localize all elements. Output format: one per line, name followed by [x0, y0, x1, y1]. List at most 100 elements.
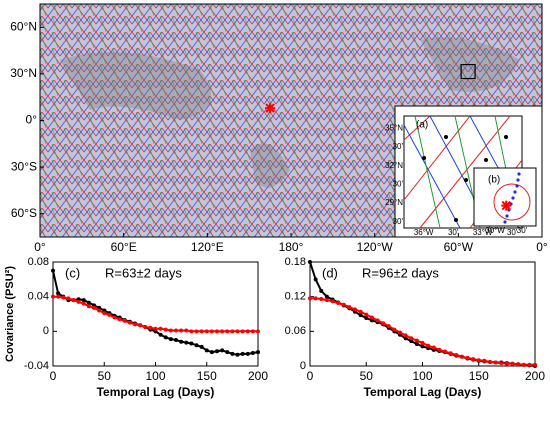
series-point — [194, 329, 199, 334]
x-tick-label: 50 — [360, 369, 374, 383]
x-tick-label: 50 — [98, 369, 112, 383]
series-point — [398, 330, 402, 335]
inset-b-label: (b) — [488, 175, 500, 186]
x-tick-label: 60°E — [111, 240, 137, 254]
series-point — [324, 298, 329, 303]
series-point — [66, 296, 71, 301]
series-point — [353, 307, 357, 312]
series-point — [86, 300, 91, 305]
series-point — [230, 329, 235, 334]
series-point — [225, 329, 230, 334]
series-point — [107, 312, 112, 317]
y-tick-label: 0° — [26, 113, 38, 127]
x-tick-label: 0° — [536, 240, 548, 254]
series-point — [51, 268, 55, 273]
series-point — [204, 329, 209, 334]
series-point — [92, 305, 96, 310]
series-point — [215, 349, 219, 354]
panel-label: (d) — [322, 265, 338, 280]
y-tick-label: 30°S — [11, 159, 37, 173]
x-tick-label: 150 — [469, 369, 489, 383]
y-tick-label: 0.06 — [285, 325, 306, 337]
x-tick-label: 200 — [525, 369, 545, 383]
x-axis-label: Temporal Lag (Days) — [364, 385, 482, 399]
series-point — [245, 329, 250, 334]
series-point — [179, 328, 184, 333]
series-point — [533, 362, 537, 367]
series-point — [240, 329, 245, 334]
series-point — [179, 339, 184, 344]
star-marker — [501, 200, 512, 211]
series-point — [313, 296, 318, 301]
inset-x-tick-label: 36°W — [414, 228, 434, 237]
series-point — [414, 342, 419, 347]
star-marker — [265, 103, 276, 114]
fit-annotation: R=96±2 days — [362, 265, 439, 280]
plot-frame — [309, 261, 536, 367]
series-point — [184, 340, 189, 345]
series-point — [414, 338, 419, 343]
series-point — [454, 353, 459, 358]
series-point — [375, 318, 380, 323]
series-point — [313, 277, 318, 282]
series-point — [215, 329, 219, 334]
x-tick-label: 120°E — [191, 240, 224, 254]
x-tick-label: 180° — [279, 240, 304, 254]
series-point — [392, 327, 397, 332]
series-point — [153, 326, 158, 331]
series-point — [256, 329, 260, 334]
series-point — [56, 291, 61, 296]
inset-x-tick-label: 33°W — [473, 228, 493, 237]
series-point — [324, 294, 329, 299]
x-tick-label: 100 — [145, 369, 165, 383]
series-point — [174, 338, 178, 342]
series-point — [71, 298, 76, 303]
series-point — [256, 350, 260, 355]
series-point — [319, 288, 324, 293]
fit-annotation: R=63±2 days — [105, 265, 182, 280]
series-point — [504, 361, 509, 366]
series-point — [358, 313, 363, 318]
series-point — [158, 332, 163, 337]
inset-y-tick-label: 35°N — [385, 124, 403, 133]
series-point — [209, 329, 214, 334]
series-point — [308, 296, 312, 301]
series-point — [364, 316, 369, 321]
x-tick-label: 0 — [50, 369, 57, 383]
series-point — [158, 326, 163, 331]
y-tick-label: 0.18 — [285, 256, 306, 268]
series-point — [81, 301, 86, 306]
series-point — [168, 337, 173, 342]
inset-x-tick-label: 30' — [507, 228, 518, 237]
series-point — [56, 294, 61, 299]
series-point — [381, 321, 386, 326]
y-tick-label: 0 — [43, 325, 49, 337]
series-point — [133, 322, 137, 327]
land-shade — [60, 37, 520, 188]
series-point — [369, 318, 374, 323]
y-tick-label: 0 — [300, 360, 306, 372]
series-point — [431, 345, 436, 350]
y-tick-label: 0.12 — [285, 291, 306, 303]
inset-x-tick-label: 30' — [517, 226, 528, 235]
series-point — [403, 333, 408, 338]
region-box — [460, 63, 476, 80]
series-point — [250, 351, 255, 355]
series-point — [220, 329, 225, 334]
series-point — [437, 347, 442, 352]
series-point — [163, 327, 168, 332]
series-point — [189, 341, 194, 346]
series-point — [527, 362, 532, 367]
series-point — [127, 320, 132, 325]
series-point — [476, 358, 481, 363]
series-point — [409, 336, 414, 341]
series-point — [86, 304, 91, 309]
series-point — [199, 344, 204, 349]
series-point — [319, 296, 324, 301]
series-point — [235, 329, 240, 334]
series-point — [499, 361, 504, 366]
series-point — [420, 340, 425, 345]
series-point — [122, 318, 127, 323]
series-point — [199, 329, 204, 334]
